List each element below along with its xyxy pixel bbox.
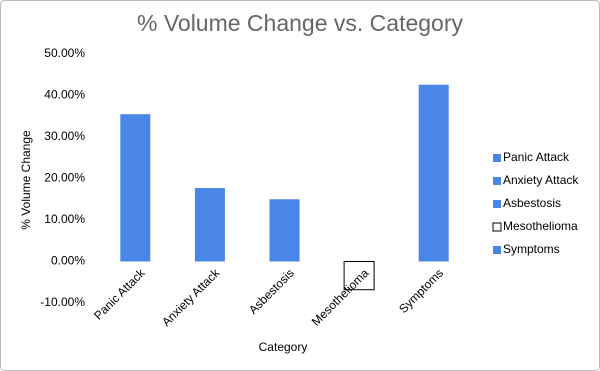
y-tick-label: 20.00%: [44, 171, 85, 185]
bar: [194, 188, 225, 262]
y-tick-label: 0.00%: [51, 254, 85, 268]
x-axis-title: Category: [259, 340, 308, 354]
bar: [418, 84, 449, 262]
bar: [120, 114, 151, 262]
legend-label: Panic Attack: [503, 150, 570, 164]
y-axis-title: % Volume Change: [19, 130, 33, 230]
y-tick-label: -10.00%: [40, 295, 85, 309]
y-tick-label: 40.00%: [44, 88, 85, 102]
legend-swatch: [493, 177, 501, 185]
legend-label: Mesothelioma: [503, 219, 578, 233]
y-tick-label: 50.00%: [44, 46, 85, 60]
bar: [343, 261, 375, 291]
legend-label: Symptoms: [503, 242, 560, 256]
legend-swatch: [493, 246, 501, 254]
legend-swatch: [493, 154, 501, 162]
y-tick-label: 30.00%: [44, 129, 85, 143]
legend-swatch: [493, 200, 501, 208]
chart-title: % Volume Change vs. Category: [137, 10, 464, 36]
bar: [269, 199, 300, 262]
legend-label: Anxiety Attack: [503, 173, 579, 187]
y-tick-label: 10.00%: [44, 212, 85, 226]
legend-swatch: [492, 222, 502, 232]
legend-label: Asbestosis: [503, 196, 561, 210]
